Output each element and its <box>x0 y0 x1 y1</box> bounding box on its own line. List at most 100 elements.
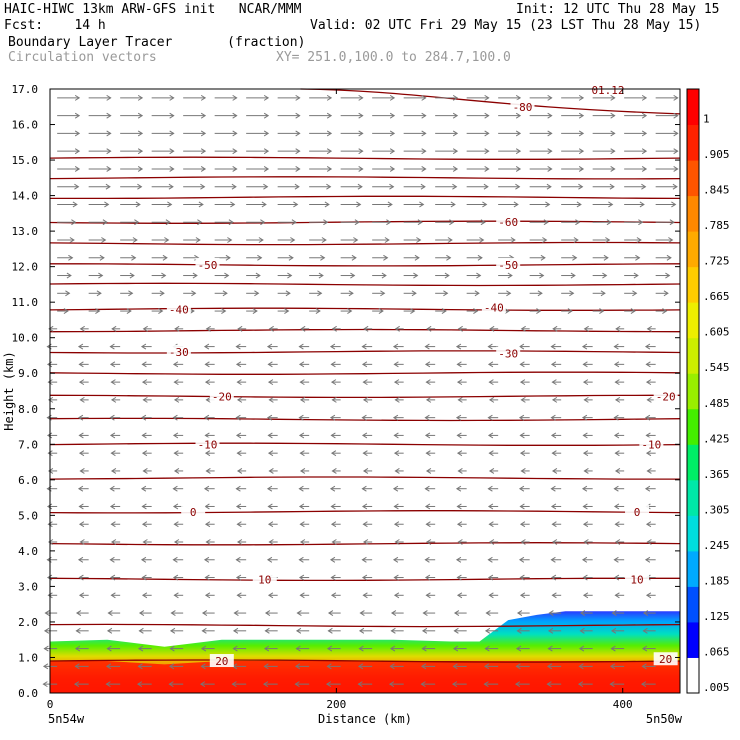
wind-arrow <box>88 308 101 314</box>
wind-arrow <box>389 645 404 652</box>
contour-label: 0 <box>190 506 197 519</box>
wind-arrow <box>203 556 215 563</box>
wind-arrow <box>203 343 215 350</box>
wind-arrow <box>390 627 404 634</box>
contour-label: 20 <box>659 653 672 666</box>
wind-arrow <box>79 396 89 403</box>
y-tick-label: 1.0 <box>18 651 38 664</box>
wind-arrow <box>498 237 516 243</box>
wind-arrow <box>78 574 89 581</box>
wind-arrow <box>173 396 184 403</box>
wind-arrow <box>151 94 175 101</box>
header-init: Init: 12 UTC Thu 28 May 15 <box>516 2 720 17</box>
wind-arrow <box>614 468 625 474</box>
contour-label: 0 <box>634 506 641 519</box>
wind-arrow <box>236 379 247 386</box>
wind-arrow <box>329 556 341 563</box>
temperature-contour <box>49 659 681 663</box>
wind-arrow <box>425 379 436 386</box>
wind-arrow <box>582 503 593 510</box>
wind-arrow <box>529 112 553 119</box>
wind-arrow <box>581 485 593 492</box>
wind-arrow <box>516 610 530 616</box>
temperature-contour <box>49 394 680 399</box>
wind-arrow <box>264 627 278 634</box>
wind-arrow <box>268 325 278 332</box>
wind-arrow <box>561 254 578 261</box>
wind-arrow <box>299 468 310 474</box>
wind-arrow <box>266 485 278 492</box>
wind-arrow <box>641 645 656 652</box>
wind-arrow <box>88 130 112 137</box>
wind-arrow <box>57 272 72 279</box>
wind-arrow <box>655 290 669 297</box>
wind-arrow <box>425 592 436 599</box>
wind-arrow <box>151 112 175 119</box>
wind-arrow <box>424 574 436 581</box>
wind-arrow <box>204 379 215 386</box>
wind-arrow <box>424 485 436 492</box>
wind-arrow <box>393 521 404 528</box>
wind-arrow <box>451 681 467 688</box>
wind-arrow <box>403 94 427 101</box>
wind-arrow <box>236 450 247 457</box>
x-tick-label: 400 <box>613 698 633 711</box>
contour-label-bg <box>195 257 220 271</box>
wind-arrow <box>88 94 112 101</box>
wind-arrow <box>498 272 513 279</box>
wind-arrow <box>372 254 389 261</box>
temperature-contour <box>49 623 681 628</box>
wind-arrow <box>610 627 625 634</box>
wind-arrow <box>546 663 562 670</box>
wind-arrow <box>277 308 290 314</box>
temperature-contour <box>49 307 681 311</box>
contour-label: -10 <box>641 438 661 451</box>
wind-arrow <box>268 468 278 474</box>
wind-arrow <box>466 94 490 101</box>
wind-arrow <box>529 237 548 243</box>
wind-arrow <box>456 521 467 528</box>
wind-arrow <box>519 574 530 581</box>
wind-arrow <box>466 183 489 190</box>
wind-arrow <box>309 166 333 172</box>
wind-arrow <box>435 148 459 155</box>
wind-arrow <box>170 610 184 616</box>
wind-arrow <box>298 556 310 563</box>
wind-arrow <box>277 237 296 243</box>
wind-arrow <box>78 361 89 368</box>
wind-arrow <box>425 521 436 528</box>
wind-arrow <box>403 148 427 155</box>
contour-label: -10 <box>198 438 218 451</box>
wind-arrow <box>120 166 144 172</box>
wind-arrow <box>529 254 546 261</box>
wind-arrow <box>487 414 499 421</box>
wind-arrow <box>424 361 436 368</box>
wind-arrow <box>340 254 357 261</box>
wind-arrow <box>488 521 499 528</box>
wind-arrow <box>142 325 152 332</box>
wind-arrow <box>214 112 238 119</box>
wind-arrow <box>340 183 363 190</box>
wind-arrow <box>109 432 121 439</box>
wind-arrow <box>151 201 173 208</box>
wind-arrow <box>403 183 426 190</box>
wind-arrow <box>330 379 341 386</box>
wind-arrow <box>645 592 656 599</box>
wind-arrow <box>645 450 656 457</box>
wind-arrow <box>645 521 656 528</box>
wind-arrow <box>529 290 543 297</box>
wind-arrow <box>457 468 467 474</box>
wind-arrow <box>331 325 341 332</box>
wind-arrow <box>361 574 373 581</box>
wind-arrow <box>466 219 486 226</box>
wind-arrow <box>514 681 530 688</box>
wind-arrow <box>236 396 247 403</box>
wind-arrow <box>452 663 467 670</box>
wind-arrow <box>425 539 436 545</box>
wind-arrow <box>655 219 675 226</box>
wind-arrow <box>655 308 668 314</box>
wind-arrow <box>498 183 521 190</box>
wind-arrow <box>120 201 141 208</box>
wind-arrow <box>640 681 656 688</box>
wind-arrow <box>393 503 404 510</box>
